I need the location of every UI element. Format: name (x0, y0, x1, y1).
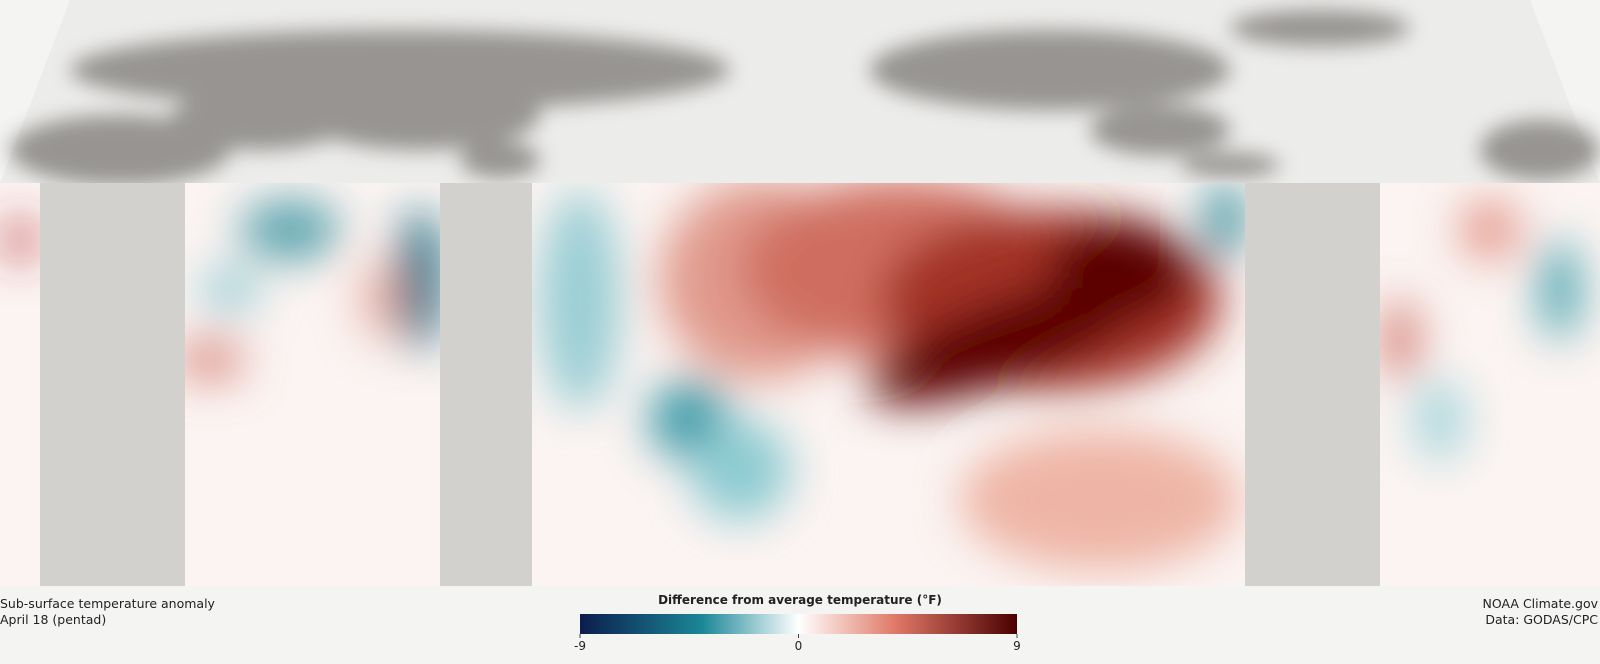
credit-source: NOAA Climate.gov (1482, 596, 1598, 611)
tick-label: -9 (574, 639, 586, 653)
tick-label: 0 (795, 639, 803, 653)
map-graphic (5, 10, 1600, 586)
legend: Difference from average temperature (°F)… (574, 593, 1021, 653)
tick-label: 9 (1013, 639, 1021, 653)
land-blocks (40, 183, 1380, 586)
legend-title: Difference from average temperature (°F) (658, 593, 942, 607)
caption-title: Sub-surface temperature anomaly (0, 596, 215, 611)
caption-date: April 18 (pentad) (0, 612, 107, 627)
color-bar (580, 614, 1017, 634)
credit-data: Data: GODAS/CPC (1485, 612, 1598, 627)
land (10, 10, 1600, 185)
